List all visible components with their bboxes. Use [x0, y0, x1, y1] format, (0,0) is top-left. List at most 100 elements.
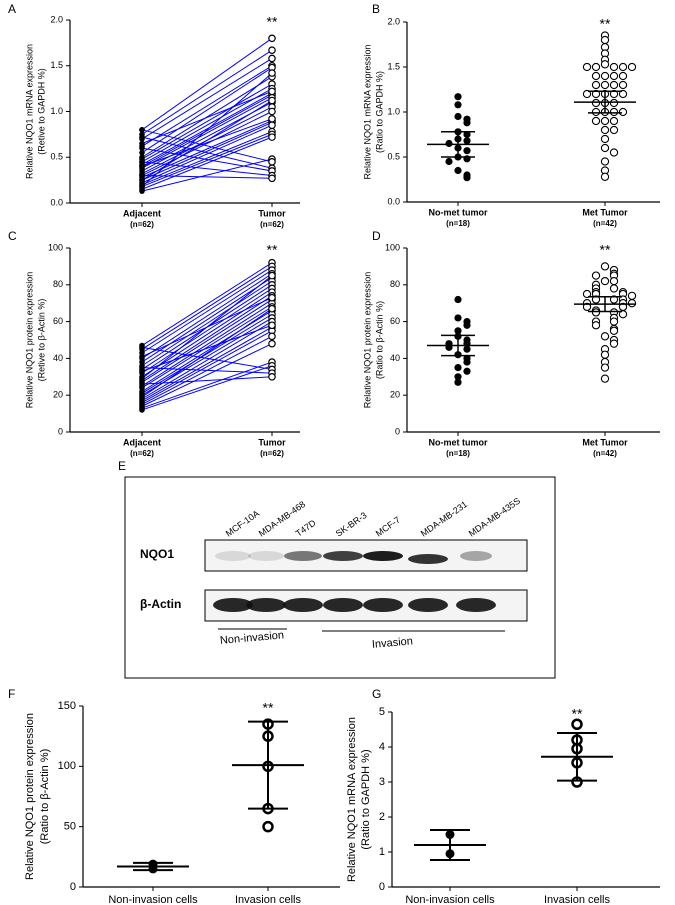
blot-band: [213, 598, 253, 612]
tumor-point: [268, 332, 276, 341]
data-point: [609, 125, 619, 135]
data-point: [463, 119, 471, 127]
data-point: [600, 143, 610, 153]
pair-line: [141, 306, 273, 389]
tumor-point: [268, 54, 276, 63]
data-point: [454, 112, 462, 121]
panel-letter: C: [8, 229, 17, 243]
blot-band: [248, 551, 284, 561]
data-point: [609, 339, 619, 348]
data-point: [582, 62, 592, 72]
data-point: [609, 284, 619, 293]
data-point: [618, 310, 628, 319]
x-tick-note: (n=42): [593, 449, 617, 458]
blot-band: [246, 598, 286, 612]
data-point: [463, 345, 471, 353]
tumor-point: [268, 158, 276, 166]
adjacent-point: [139, 353, 145, 360]
adjacent-point: [139, 344, 145, 351]
pair-line: [141, 313, 273, 394]
pair-line: [141, 302, 273, 387]
blot-frame: [124, 476, 556, 679]
blot-band: [323, 598, 363, 612]
x-tick-label: Adjacent: [123, 437, 161, 447]
data-point: [463, 367, 471, 375]
data-point: [454, 327, 462, 335]
data-point: [463, 358, 471, 366]
y-axis-label: Relative NQO1 protein expression: [362, 272, 372, 409]
pair-line: [141, 308, 273, 398]
y-axis-label: Relative NQO1 mRNA expression: [362, 44, 372, 179]
tumor-point: [268, 293, 276, 302]
y-tick-label: 1.5: [387, 61, 400, 71]
data-point: [591, 271, 601, 280]
pair-line: [141, 58, 273, 140]
tumor-point: [268, 87, 276, 96]
data-point: [609, 71, 619, 81]
pair-line: [141, 122, 273, 181]
adjacent-point: [139, 163, 145, 170]
y-tick-label: 0.5: [50, 152, 63, 162]
y-axis-label: (Retive to β-Actin %): [36, 299, 46, 382]
x-tick-note: (n=18): [446, 219, 470, 228]
panel-letter: G: [372, 687, 381, 701]
pair-line: [141, 118, 273, 167]
pair-line: [141, 273, 273, 359]
pair-line: [141, 129, 273, 163]
pair-line: [141, 111, 273, 176]
data-point: [600, 80, 610, 90]
lane-label: MCF-7: [374, 515, 402, 539]
y-tick-label: 60: [53, 316, 63, 326]
y-tick-label: 0.0: [387, 196, 400, 206]
panel-letter: F: [8, 687, 15, 701]
data-point: [627, 62, 637, 72]
data-point: [600, 276, 610, 286]
data-point: [463, 147, 471, 155]
x-tick-label: Invasion cells: [235, 894, 302, 905]
y-tick-label: 4: [379, 741, 385, 753]
x-tick-label: Tumor: [258, 437, 286, 447]
data-point: [454, 364, 462, 372]
y-axis-label: (Ratio to β-Actin %): [374, 301, 384, 379]
data-point: [618, 62, 628, 72]
pair-line: [141, 262, 273, 346]
data-point: [591, 116, 601, 126]
adjacent-point: [139, 394, 145, 400]
blot-band: [284, 551, 322, 561]
data-point: [454, 378, 462, 386]
blot-band: [460, 551, 492, 561]
pair-line: [141, 65, 273, 147]
pair-line: [141, 288, 273, 374]
blot-band: [363, 598, 403, 612]
pair-line: [141, 97, 273, 169]
tumor-point: [268, 372, 276, 381]
data-point: [609, 326, 619, 335]
y-tick-label: 0: [58, 426, 63, 436]
pair-line: [141, 175, 273, 179]
group-label: Invasion: [371, 635, 413, 651]
data-point: [591, 98, 601, 108]
x-tick-label: Non-invasion cells: [405, 894, 495, 905]
y-tick-label: 0: [379, 881, 385, 893]
tumor-point: [268, 133, 276, 141]
y-axis-label: Relative NQO1 protein expression: [24, 272, 34, 409]
pair-line: [141, 277, 273, 363]
y-tick-label: 60: [390, 316, 400, 326]
adjacent-point: [139, 149, 145, 156]
y-tick-label: 0: [70, 881, 76, 893]
adjacent-point: [139, 134, 145, 140]
x-tick-note: (n=62): [260, 449, 284, 458]
pair-line: [141, 321, 273, 400]
pair-line: [141, 310, 273, 392]
y-axis-label: (Ratio to β-Actin %): [39, 749, 51, 845]
y-tick-label: 100: [385, 242, 400, 252]
pair-line: [141, 67, 273, 154]
tumor-point: [268, 339, 276, 348]
data-point: [609, 276, 619, 286]
lane-label: MDA-MB-231: [419, 499, 469, 538]
y-tick-label: 1.0: [50, 106, 63, 116]
pair-line: [141, 133, 273, 187]
data-point: [591, 62, 601, 72]
tumor-point: [268, 121, 276, 130]
y-tick-label: 1.5: [50, 60, 63, 70]
